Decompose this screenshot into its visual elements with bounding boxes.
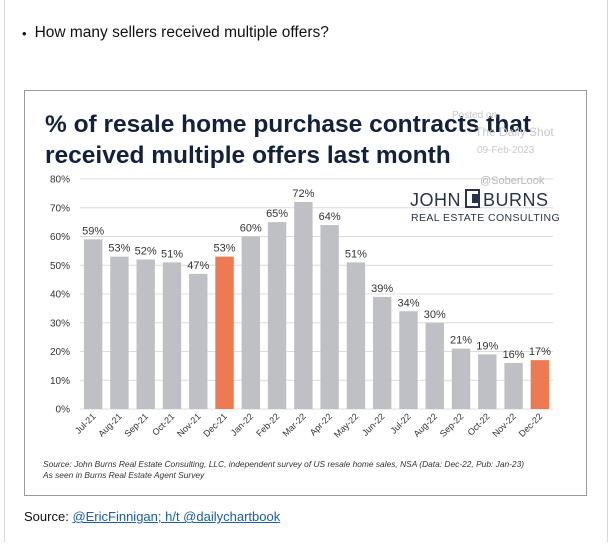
y-tick-label: 70% (50, 203, 70, 214)
data-label: 34% (397, 297, 419, 309)
watermark-date: 09-Feb-2023 (477, 145, 535, 156)
bar-jan-22 (241, 236, 261, 409)
bar-oct-22 (478, 354, 497, 409)
x-tick-label: Oct-22 (466, 411, 492, 437)
question-text: How many sellers received multiple offer… (34, 24, 329, 41)
bar-jun-22 (372, 296, 392, 409)
y-tick-label: 0% (56, 405, 71, 416)
x-tick-label: Aug-22 (412, 411, 440, 439)
x-tick-label: May-22 (332, 411, 360, 439)
x-tick-label: Jul-21 (73, 411, 97, 435)
x-tick-label: Nov-22 (490, 411, 518, 439)
bar-chart: % of resale home purchase contracts that… (42, 110, 560, 480)
chart-title-line: received multiple offers last month (45, 142, 451, 169)
bar-mar-22 (294, 202, 313, 409)
bar-apr-22 (320, 225, 339, 409)
bar-sep-21 (136, 259, 155, 409)
y-tick-label: 50% (50, 261, 70, 272)
data-label: 53% (214, 243, 236, 255)
bar-dec-21 (215, 256, 234, 409)
chart-source-note: Source: John Burns Real Estate Consultin… (43, 459, 524, 469)
bar-oct-21 (162, 262, 182, 409)
x-tick-label: Sep-21 (123, 411, 151, 439)
bar-nov-22 (504, 363, 523, 409)
data-label: 52% (135, 246, 157, 258)
chart-source-note: As seen in Burns Real Estate Agent Surve… (42, 470, 205, 480)
watermark-posted-on: Posted on (452, 110, 497, 121)
y-tick-label: 80% (50, 175, 70, 186)
logo-mark-fill (472, 194, 479, 203)
y-tick-label: 40% (50, 290, 70, 301)
x-tick-label: Jun-22 (360, 411, 387, 438)
x-tick-label: Aug-21 (96, 411, 124, 439)
logo-mark-icon (465, 189, 480, 208)
x-tick-label: Jul-22 (388, 411, 412, 435)
x-tick-label: Apr-22 (308, 411, 334, 437)
data-label: 39% (371, 283, 393, 295)
data-label: 59% (82, 225, 104, 237)
x-tick-label: Jan-22 (229, 411, 256, 438)
y-tick-label: 60% (50, 232, 70, 243)
x-tick-label: Mar-22 (281, 411, 308, 438)
data-label: 64% (319, 211, 341, 223)
x-tick-label: Sep-22 (438, 411, 466, 439)
bar-dec-22 (530, 360, 550, 409)
logo-text-right: BURNS (483, 190, 549, 210)
data-label: 51% (345, 248, 367, 260)
data-label: 16% (503, 349, 525, 361)
data-label: 19% (476, 340, 498, 352)
x-tick-label: Feb-22 (254, 411, 281, 438)
bar-sep-22 (451, 348, 471, 409)
source-row: Source: @EricFinnigan; h/t @dailychartbo… (24, 509, 280, 524)
bar-aug-22 (425, 322, 444, 409)
bar-nov-21 (189, 273, 208, 409)
bar-jul-21 (83, 239, 103, 409)
bullet-icon: • (22, 25, 27, 41)
x-tick-label: Dec-21 (201, 411, 229, 439)
logo-subtitle: REAL ESTATE CONSULTING (411, 212, 560, 224)
logo-text-left: JOHN (410, 190, 461, 210)
bar-aug-21 (110, 256, 129, 409)
data-label: 47% (187, 260, 209, 272)
x-tick-label: Oct-21 (150, 411, 176, 437)
chart-title-line: % of resale home purchase contracts that (45, 111, 531, 138)
data-label: 21% (450, 335, 472, 347)
data-label: 60% (240, 223, 262, 235)
data-label: 53% (108, 243, 130, 255)
chart-figure: % of resale home purchase contracts that… (24, 90, 587, 496)
source-label: Source: (24, 509, 69, 524)
data-label: 30% (424, 309, 446, 321)
data-label: 51% (161, 248, 183, 260)
y-tick-label: 20% (50, 347, 70, 358)
data-label: 17% (529, 346, 551, 358)
x-tick-label: Nov-21 (175, 411, 203, 439)
watermark-site: The Daily Shot (475, 125, 554, 139)
data-label: 65% (266, 208, 288, 220)
bar-jul-22 (399, 311, 418, 409)
question-row: • How many sellers received multiple off… (22, 24, 329, 42)
bar-may-22 (346, 262, 366, 409)
x-tick-label: Dec-22 (517, 411, 545, 439)
bar-feb-22 (267, 222, 287, 409)
source-link[interactable]: @EricFinnigan; h/t @dailychartbook (72, 509, 281, 524)
content-frame (4, 0, 608, 542)
y-tick-label: 30% (50, 318, 70, 329)
data-label: 72% (292, 188, 314, 200)
watermark-handle: @SoberLook (480, 175, 545, 187)
y-tick-label: 10% (50, 376, 70, 387)
